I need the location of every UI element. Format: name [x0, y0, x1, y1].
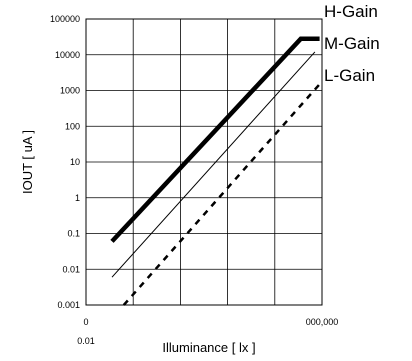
- x-axis-title: Illuminance [ lx ]: [162, 340, 255, 355]
- y-tick-label: 100000: [50, 14, 80, 24]
- x-tick-label: 000,000: [306, 317, 339, 327]
- y-tick-label: 10000: [55, 50, 80, 60]
- y-axis-title: IOUT [ uA ]: [20, 130, 35, 194]
- y-tick-label: 100: [65, 121, 80, 131]
- y-tick-label: 0.1: [67, 229, 80, 239]
- x-tick-label: 0: [83, 317, 88, 327]
- series-label-l-gain: L-Gain: [324, 66, 375, 85]
- y-tick-label: 1: [75, 193, 80, 203]
- y-tick-label: 10: [70, 157, 80, 167]
- x-tick-label: 0.01: [77, 336, 95, 346]
- series-line-m-gain: [111, 51, 316, 278]
- series-line-l-gain: [122, 83, 321, 306]
- series-label-h-gain: H-Gain: [324, 2, 378, 21]
- y-tick-label: 1000: [60, 86, 80, 96]
- y-tick-label: 0.01: [62, 264, 80, 274]
- series-line-h-gain: [110, 36, 320, 243]
- plot-frame: [85, 18, 323, 306]
- series-label-m-gain: M-Gain: [324, 34, 380, 53]
- y-tick-label: 0.001: [57, 300, 80, 310]
